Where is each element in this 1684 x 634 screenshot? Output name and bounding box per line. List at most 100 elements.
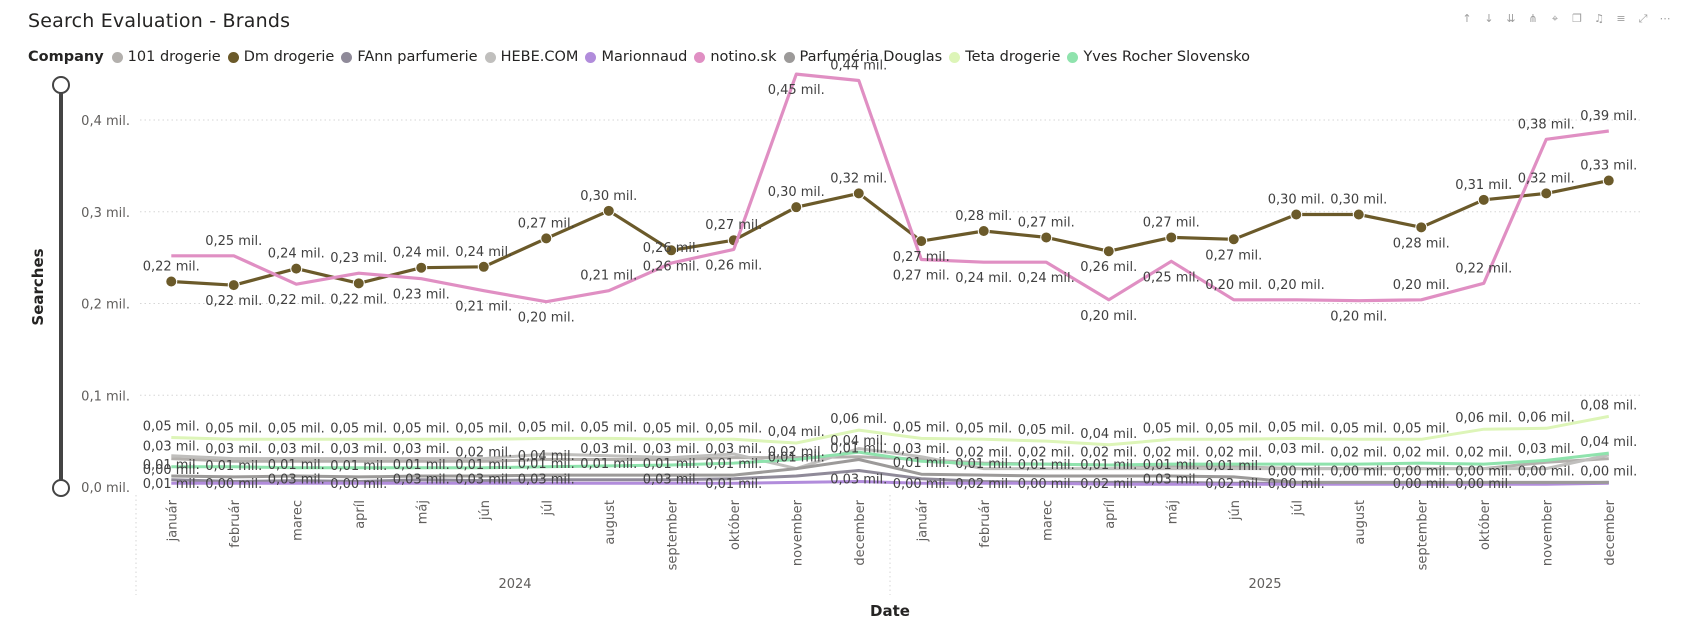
data-label: 0,24 mil. (268, 247, 325, 262)
legend-marker (111, 51, 123, 63)
data-label: 0,02 mil. (1205, 446, 1262, 461)
data-label: 0,00 mil. (1455, 477, 1512, 492)
data-label: 0,03 mil. (1268, 442, 1325, 457)
legend-item[interactable]: 101 drogerie (111, 49, 221, 65)
data-label: 0,21 mil. (455, 300, 512, 315)
zoom-slider-handle-top[interactable] (52, 76, 70, 94)
legend-item[interactable]: Teta drogerie (949, 49, 1060, 65)
x-tick-label: september (1415, 499, 1430, 570)
data-label: 0,03 mil. (455, 472, 512, 487)
legend-marker (949, 51, 961, 63)
x-year-label: 2024 (498, 577, 531, 592)
x-tick-label: január (165, 499, 180, 542)
legend-marker (227, 51, 239, 63)
data-label: 0,00 mil. (1393, 477, 1450, 492)
legend-marker (694, 51, 706, 63)
data-label: 0,27 mil. (1018, 215, 1075, 230)
data-point (852, 187, 865, 200)
visual-header-toolbar: ↑ ↓ ⇊ ⋔ ⌖ ❐ ♫ ≡ ⤢ ⋯ (1460, 12, 1672, 26)
copy-icon[interactable]: ❐ (1572, 12, 1582, 25)
data-label: 0,20 mil. (518, 311, 575, 326)
data-label: 0,24 mil. (393, 246, 450, 261)
filter-icon[interactable]: ≡ (1616, 12, 1626, 25)
focus-mode-icon[interactable]: ⤢ (1638, 12, 1648, 25)
data-label: 0,01 mil. (768, 451, 825, 466)
data-label: 0,06 mil. (830, 412, 887, 427)
legend-label: Parfuméria Douglas (799, 49, 943, 65)
data-label: 0,24 mil. (1018, 271, 1075, 286)
data-point (290, 262, 303, 275)
more-options-icon[interactable]: ⋯ (1659, 12, 1671, 25)
legend-label: notino.sk (710, 49, 777, 65)
series-line (171, 450, 1609, 470)
data-label: 0,00 mil. (893, 477, 950, 492)
data-point (227, 279, 240, 292)
data-label: 0,30 mil. (1268, 193, 1325, 208)
data-label: 0,20 mil. (1268, 278, 1325, 293)
data-label: 0,01 mil. (705, 477, 762, 492)
series-line (171, 447, 1610, 471)
data-label: 0,02 mil. (1455, 446, 1512, 461)
legend-item[interactable]: notino.sk (694, 49, 777, 65)
data-label: 0,03 mil. (830, 472, 887, 487)
arrow-down-icon[interactable]: ↓ (1484, 12, 1494, 25)
x-tick-label: november (790, 499, 805, 566)
data-label: 0,05 mil. (580, 420, 637, 435)
data-label: 0,01 mil. (393, 458, 450, 473)
data-label: 0,30 mil. (580, 189, 637, 204)
data-label: 0,01 mil. (893, 456, 950, 471)
data-label: 0,02 mil. (455, 446, 512, 461)
data-label: 0,04 mil. (768, 425, 825, 440)
legend-item[interactable]: FAnn parfumerie (341, 49, 478, 65)
data-label: 0,00 mil. (205, 477, 262, 492)
data-label: 0,01 mil. (1205, 459, 1262, 474)
data-point (602, 204, 615, 217)
double-arrow-down-icon[interactable]: ⇊ (1506, 12, 1516, 25)
data-label: 0,02 mil. (1018, 446, 1075, 461)
data-label: 0,05 mil. (518, 420, 575, 435)
legend-label: Yves Rocher Slovensko (1083, 49, 1251, 65)
data-label: 0,04 mil. (1080, 427, 1137, 442)
legend-item[interactable]: HEBE.COM (484, 49, 579, 65)
data-label: 0,20 mil. (1330, 310, 1387, 325)
legend-item[interactable]: Parfuméria Douglas (783, 49, 943, 65)
data-label: 0,27 mil. (705, 218, 762, 233)
data-point (1602, 174, 1615, 187)
series-line (171, 480, 1609, 486)
legend-item[interactable]: Marionnaud (585, 49, 687, 65)
data-label: 0,00 mil. (1268, 464, 1325, 479)
data-label: 0,01 mil. (580, 457, 637, 472)
x-tick-label: jún (1228, 500, 1243, 521)
data-label: 0,03 mil. (143, 439, 200, 454)
data-label: 0,03 mil. (580, 442, 637, 457)
data-label: 0,00 mil. (143, 463, 200, 478)
data-label: 0,03 mil. (205, 442, 262, 457)
data-point (1165, 231, 1178, 244)
data-label: 0,02 mil. (768, 445, 825, 460)
pin-icon[interactable]: ⌖ (1551, 12, 1559, 25)
bell-icon[interactable]: ♫ (1594, 12, 1604, 25)
arrow-up-icon[interactable]: ↑ (1462, 12, 1472, 25)
expand-hierarchy-icon[interactable]: ⋔ (1528, 12, 1538, 25)
zoom-slider-handle-bottom[interactable] (52, 479, 70, 497)
y-tick-label: 0,0 mil. (81, 481, 130, 496)
y-tick-label: 0,4 mil. (81, 114, 130, 129)
data-label: 0,00 mil. (1518, 464, 1575, 479)
data-label: 0,27 mil. (893, 250, 950, 265)
legend-label: HEBE.COM (500, 49, 579, 65)
data-label: 0,05 mil. (1268, 420, 1325, 435)
x-year-label: 2025 (1248, 577, 1281, 592)
legend-label: 101 drogerie (127, 49, 221, 65)
data-label: 0,38 mil. (1518, 117, 1575, 132)
legend-item[interactable]: Yves Rocher Slovensko (1067, 49, 1250, 65)
legend-label: Dm drogerie (243, 49, 335, 65)
data-label: 0,01 mil. (205, 459, 262, 474)
data-label: 0,06 mil. (1455, 411, 1512, 426)
legend-item[interactable]: Dm drogerie (227, 49, 335, 65)
data-label: 0,05 mil. (1143, 421, 1200, 436)
data-label: 0,00 mil. (1268, 477, 1325, 492)
data-label: 0,00 mil. (1393, 464, 1450, 479)
data-point (1227, 233, 1240, 246)
legend-label: Marionnaud (601, 49, 688, 65)
